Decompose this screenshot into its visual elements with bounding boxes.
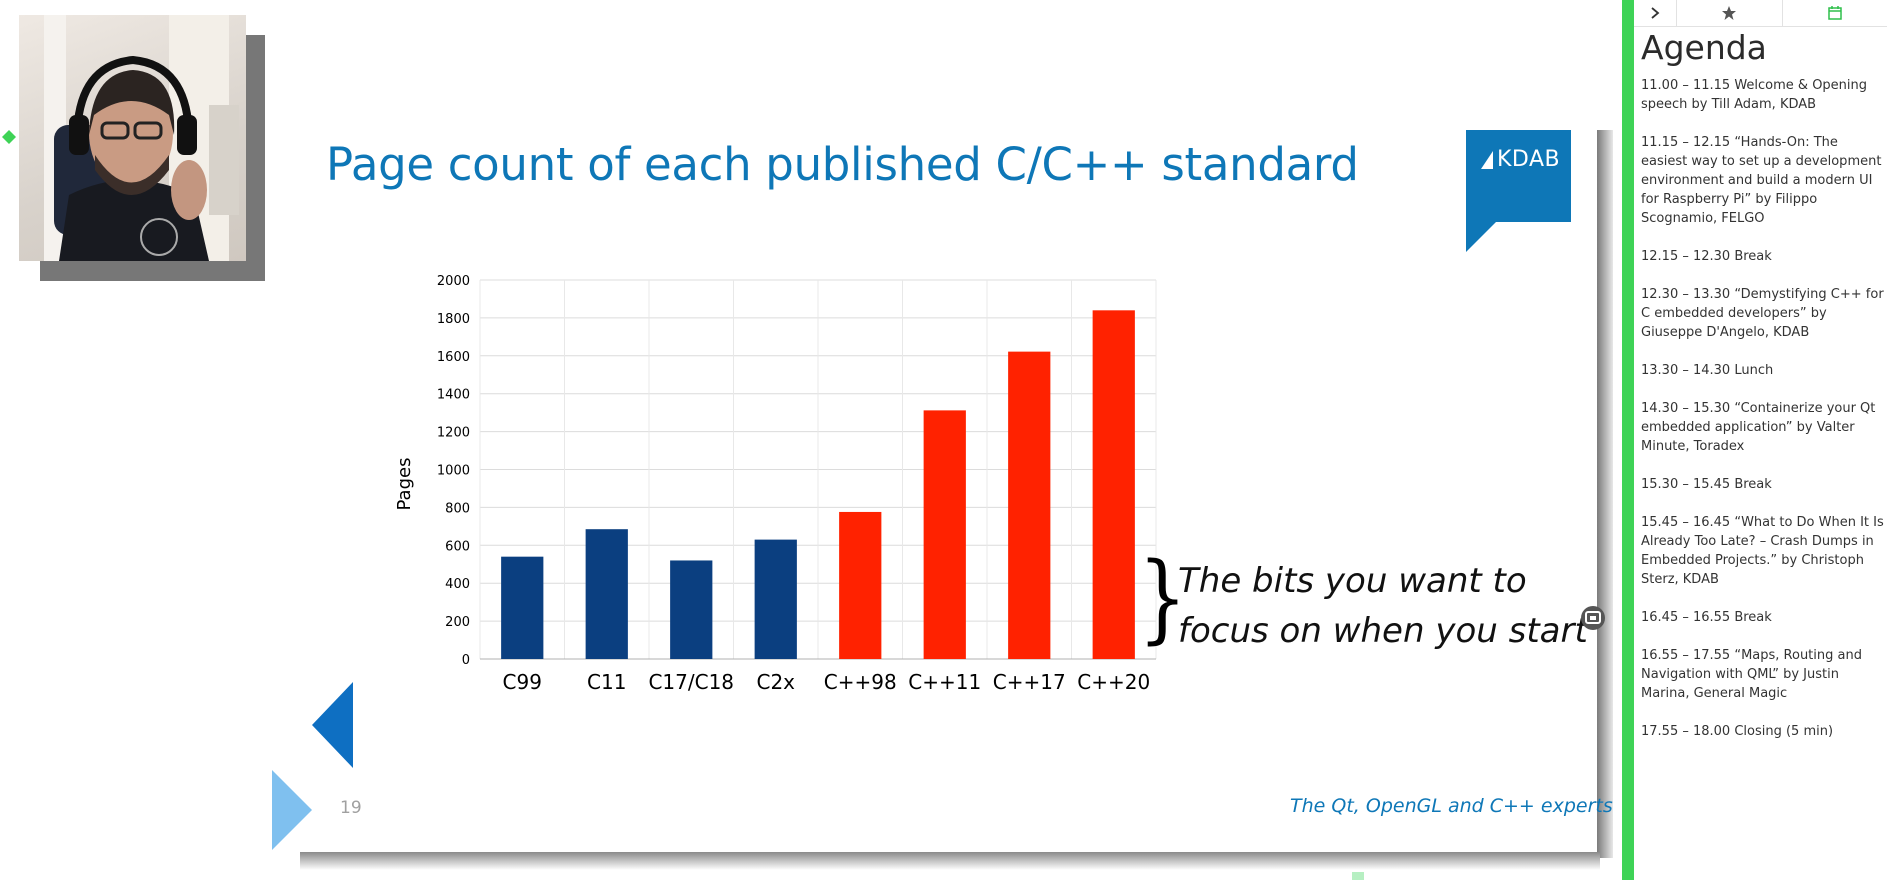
bar [754,539,797,659]
kdab-logo [1466,130,1571,222]
agenda-item: 16.55 – 17.55 “Maps, Routing and Navigat… [1641,648,1862,701]
y-tick-label: 1400 [437,388,470,403]
previous-slide-arrow-icon[interactable] [310,680,355,770]
calendar-icon [1827,6,1842,20]
bar [1092,310,1135,659]
x-tick-label: C++20 [1077,670,1150,694]
agenda-item: 12.15 – 12.30 Break [1641,249,1772,264]
agenda-list: 11.00 – 11.15 Welcome & Opening speech b… [1641,76,1885,760]
agenda-item: 11.15 – 12.15 “Hands-On: The easiest way… [1641,135,1882,226]
agenda-item: 13.30 – 14.30 Lunch [1641,363,1774,378]
tab-agenda[interactable] [1782,0,1887,26]
collapse-panel-button[interactable] [1634,0,1677,26]
y-tick-label: 1200 [437,426,470,441]
agenda-item: 14.30 – 15.30 “Containerize your Qt embe… [1641,401,1876,454]
chart-grid [479,279,1157,660]
slide-shadow-right [1597,130,1613,858]
panel-border [1622,0,1634,880]
annotation-line-1: The bits you want to [1178,561,1527,601]
star-icon [1722,6,1736,20]
green-diamond-icon [2,130,16,144]
agenda-item: 15.30 – 15.45 Break [1641,477,1772,492]
y-tick-label: 2000 [437,274,470,289]
bar [501,556,544,659]
x-tick-label: C++11 [908,670,981,694]
chart-y-axis-label: Pages [394,458,415,511]
agenda-title: Agenda [1641,28,1767,67]
annotation-line-2: focus on when you start [1178,611,1588,651]
bar [923,410,966,659]
bar [585,529,628,659]
agenda-item: 17.55 – 18.00 Closing (5 min) [1641,724,1834,739]
floating-action-icon[interactable] [1581,606,1605,630]
chart-bars [501,310,1135,659]
green-marker [1352,872,1364,880]
annotation-text: The bits you want to focus on when you s… [1178,556,1588,656]
agenda-item: 15.45 – 16.45 “What to Do When It Is Alr… [1641,515,1884,587]
agenda-panel: Agenda 11.00 – 11.15 Welcome & Opening s… [1634,0,1887,880]
y-tick-label: 400 [445,577,470,592]
agenda-item: 12.30 – 13.30 “Demystifying C++ for C em… [1641,287,1884,340]
agenda-item: 11.00 – 11.15 Welcome & Opening speech b… [1641,78,1868,112]
x-tick-label: C++17 [993,670,1066,694]
slide-title: Page count of each published C/C++ stand… [326,138,1359,191]
annotation-brace: } [1138,542,1187,654]
x-tick-label: C99 [503,670,542,694]
slide-corner-triangle-icon [272,770,312,850]
kdab-logo-tail [1466,220,1498,252]
slide-shadow-bottom [300,852,1600,870]
x-tick-label: C++98 [824,670,897,694]
y-tick-label: 800 [445,501,470,516]
y-tick-label: 1000 [437,464,470,479]
slide-footer-tagline: The Qt, OpenGL and C++ experts [1290,795,1613,817]
slide-page-number: 19 [340,798,362,818]
y-tick-label: 200 [445,615,470,630]
presenter-image [44,15,239,261]
y-tick-label: 1800 [437,312,470,327]
bar-chart: 0 200 400 600 800 1000 1200 1400 1600 1800 2000 C9… [394,274,1157,694]
chevron-right-icon [1651,7,1660,19]
agenda-item: 16.45 – 16.55 Break [1641,610,1772,625]
chart-y-ticks: 0 200 400 600 800 1000 1200 1400 1600 1800 2000 [437,274,470,668]
y-tick-label: 1600 [437,350,470,365]
webcam-video[interactable] [19,15,246,261]
y-tick-label: 0 [462,653,470,668]
chart-x-ticks: C99 C11 C17/C18 C2x C++98 C++11 C++17 C++20 [503,670,1151,694]
kdab-logo-text: KDAB [1497,147,1561,172]
y-tick-label: 600 [445,539,470,554]
x-tick-label: C11 [587,670,626,694]
bar [839,511,882,659]
bar [1008,351,1051,659]
tab-favorites[interactable] [1676,0,1783,26]
x-tick-label: C2x [756,670,795,694]
bar [670,560,713,659]
kdab-logo-mark [1481,151,1493,169]
panel-tab-bar [1634,0,1887,27]
x-tick-label: C17/C18 [648,670,734,694]
screen-share-icon [1585,611,1601,624]
